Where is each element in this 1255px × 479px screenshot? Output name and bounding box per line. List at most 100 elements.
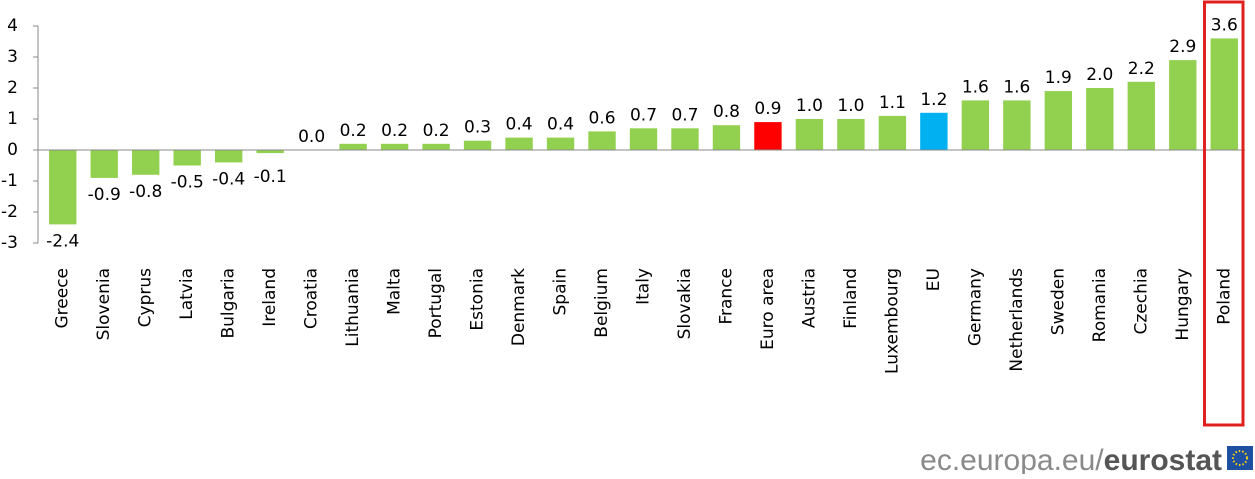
bar [1127,81,1155,150]
value-label: 1.0 [796,96,823,116]
value-label: 0.8 [713,102,740,122]
footer-brand: eurostat [1104,444,1222,474]
x-tick-label: Netherlands [1007,268,1027,372]
bar [961,100,990,150]
x-tick-label: Portugal [426,268,446,338]
value-label: 0.0 [298,127,325,147]
bar [90,150,118,178]
value-label: -0.1 [254,167,287,187]
x-tick-label: Romania [1090,268,1110,342]
value-label: 1.9 [1045,68,1072,88]
x-tick-label: EU [924,268,944,291]
x-tick-label: Lithuania [343,268,363,347]
bar [671,128,699,150]
bar [1003,100,1031,150]
bar [1086,88,1114,150]
y-tick-label: 1 [7,109,18,129]
y-tick-label: 3 [7,47,18,67]
bar [1169,60,1197,150]
value-label: 1.0 [837,96,864,116]
x-tick-label: Belgium [592,268,612,338]
x-tick-label: Euro area [758,268,778,350]
x-tick-label: Bulgaria [219,268,239,339]
x-tick-label: Spain [551,268,571,316]
value-label: 1.6 [962,77,989,97]
x-tick-label: Estonia [468,268,488,331]
bar [1210,38,1238,150]
bar [712,125,741,150]
bar [380,143,409,150]
x-tick-label: Latvia [177,268,197,320]
bar [339,143,367,150]
bar [256,150,284,154]
bar [588,131,616,150]
value-label: 0.2 [423,121,450,141]
value-label: -2.4 [46,231,79,251]
y-tick-label: -3 [1,233,18,253]
x-tick-label: Croatia [302,268,322,329]
x-tick-label: Malta [385,268,405,315]
x-tick-label: Hungary [1173,268,1193,341]
value-label: 1.2 [920,90,947,110]
x-tick-label: Czechia [1131,268,1151,335]
x-tick-label: Slovenia [94,268,114,340]
y-tick-label: 2 [7,78,18,98]
value-label: 0.2 [340,121,367,141]
value-label: 0.6 [588,108,615,128]
bar [1044,91,1073,150]
bar [546,137,575,150]
value-label: 0.7 [630,105,657,125]
x-tick-label: Austria [799,268,819,328]
value-label: 0.3 [464,118,491,138]
value-label: 1.6 [1003,77,1030,97]
x-tick-label: Luxembourg [882,268,902,374]
value-label: 0.9 [754,99,781,119]
x-tick-label: Poland [1214,268,1234,325]
bar [629,128,658,150]
bar [214,150,243,163]
value-label: 3.6 [1211,15,1238,35]
x-tick-label: Sweden [1048,268,1068,335]
bar [920,112,948,150]
x-tick-label: Slovakia [675,268,695,339]
value-label: -0.8 [129,182,162,202]
value-label: 2.2 [1128,59,1155,79]
x-tick-label: Denmark [509,268,529,346]
bar [173,150,201,166]
bar [132,150,160,175]
y-tick-label: 0 [7,140,18,160]
x-tick-label: Finland [841,268,861,329]
bar [795,119,824,150]
x-tick-label: Ireland [260,268,280,327]
x-tick-label: Cyprus [136,268,156,327]
value-label: 0.4 [506,115,533,135]
x-tick-label: Germany [965,268,985,346]
bar [878,115,907,150]
footer: ec.europa.eu/eurostat [920,444,1222,474]
x-tick-label: France [716,268,736,325]
y-tick-label: -2 [1,202,18,222]
value-label: -0.5 [171,173,204,193]
y-tick-label: -1 [1,171,18,191]
plot: -3 -2 -1 0 1 2 3 4 -2.4 Greece -0.9 Slovenia -0.8 Cyp… [1,0,1245,427]
value-label: 0.7 [671,105,698,125]
value-label: -0.4 [212,169,245,189]
value-label: 0.2 [381,121,408,141]
value-label: 2.9 [1169,37,1196,57]
y-tick-label: 4 [7,16,18,36]
value-label: 0.4 [547,115,574,135]
eu-flag [1227,446,1253,470]
bar [463,140,492,150]
x-tick-label: Italy [634,268,654,305]
bar [505,137,533,150]
value-label: 2.0 [1086,65,1113,85]
bar [754,122,782,150]
footer-site: ec.europa.eu/ [920,444,1104,474]
bar [49,150,77,225]
highlight-box [1203,0,1245,427]
bar [837,119,865,150]
bar [422,143,450,150]
x-tick-label: Greece [53,268,73,329]
